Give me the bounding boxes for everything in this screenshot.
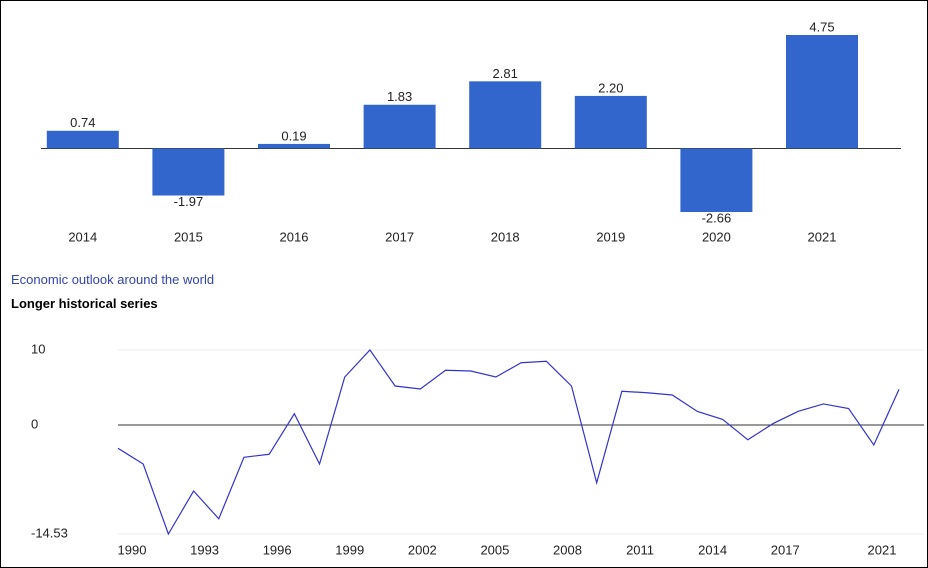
bar bbox=[680, 148, 753, 212]
value-label: 2.20 bbox=[598, 80, 623, 95]
bar bbox=[46, 130, 119, 149]
x-tick-label: 2018 bbox=[491, 229, 520, 244]
x-tick-label: 2019 bbox=[596, 229, 625, 244]
x-tick-label: 2017 bbox=[771, 542, 800, 557]
x-tick-label: 2020 bbox=[702, 229, 731, 244]
line-chart: 10 0 -14.53 1990 1993 1996 1999 2002 2005 2008 201… bbox=[31, 341, 924, 557]
link[interactable]: Economic outlook around the world bbox=[11, 272, 215, 287]
value-label: 0.74 bbox=[70, 115, 95, 130]
bar bbox=[152, 148, 225, 196]
value-label: 1.83 bbox=[387, 89, 412, 104]
x-tick-label: 1999 bbox=[335, 542, 364, 557]
bar-chart: 0.74 2014 -1.97 2015 0.19 2016 1.83 2017 2.81 201… bbox=[41, 19, 901, 244]
x-tick-label: 2008 bbox=[553, 542, 582, 557]
bar bbox=[786, 35, 858, 149]
x-tick-label: 1996 bbox=[263, 542, 292, 557]
bar bbox=[258, 143, 330, 149]
x-tick-label: 2017 bbox=[385, 229, 414, 244]
value-label: 4.75 bbox=[809, 19, 834, 34]
x-tick-label: 2021 bbox=[868, 542, 897, 557]
y-tick-label: -14.53 bbox=[31, 525, 68, 540]
x-tick-label: 1990 bbox=[118, 542, 147, 557]
value-label: 0.19 bbox=[281, 128, 306, 143]
x-tick-label: 2016 bbox=[280, 229, 309, 244]
x-tick-label: 2014 bbox=[698, 542, 727, 557]
y-tick-label: 10 bbox=[31, 341, 45, 356]
x-tick-label: 2015 bbox=[174, 229, 203, 244]
x-tick-label: 2011 bbox=[626, 542, 654, 557]
x-tick-label: 2014 bbox=[68, 229, 97, 244]
value-label: -2.66 bbox=[702, 210, 732, 225]
line bbox=[117, 349, 900, 536]
section-heading: Longer historical series bbox=[11, 296, 158, 311]
x-tick-label: 1993 bbox=[190, 542, 219, 557]
bar bbox=[469, 81, 542, 149]
x-tick-label: 2005 bbox=[480, 542, 509, 557]
x-tick-label: 2021 bbox=[808, 229, 837, 244]
x-tick-label: 2002 bbox=[408, 542, 437, 557]
y-tick-label: 0 bbox=[31, 416, 38, 431]
bar bbox=[363, 104, 436, 149]
bar bbox=[574, 95, 647, 149]
value-label: -1.97 bbox=[174, 194, 204, 209]
value-label: 2.81 bbox=[493, 66, 518, 81]
